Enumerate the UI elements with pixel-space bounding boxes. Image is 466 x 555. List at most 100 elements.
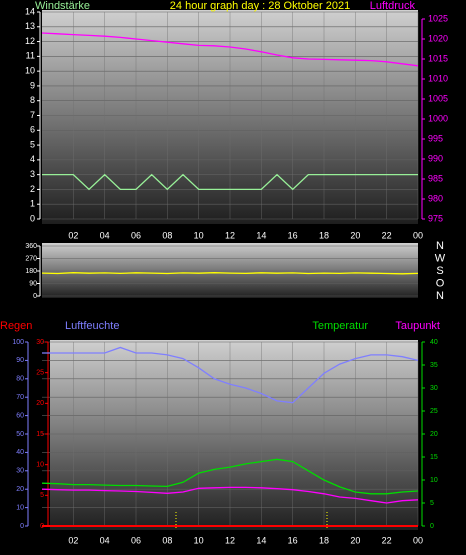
x-tick-label: 04 (100, 535, 110, 545)
y2-tick-label: 1025 (428, 13, 448, 23)
x-tick-label: 10 (194, 535, 204, 545)
series-line (42, 346, 419, 404)
x-tick-label: 00 (413, 230, 423, 240)
panel-background (42, 243, 418, 298)
y3-tick-label: 25 (36, 370, 44, 377)
x-tick-label: 04 (100, 230, 110, 240)
legend-entry: Temperatur (312, 320, 368, 332)
y-tick-label: 60 (16, 412, 24, 419)
y-tick-label: 14 (25, 6, 35, 16)
x-tick-label: 12 (225, 535, 235, 545)
x-tick-label: 18 (319, 535, 329, 545)
y2-tick-label: 5 (430, 500, 434, 507)
x-tick-label: 10 (194, 230, 204, 240)
y-tick-label: 3 (30, 169, 35, 179)
y-tick-label: 11 (26, 51, 35, 61)
y2-tick-label: 990 (428, 153, 443, 163)
y-tick-label: 10 (25, 66, 35, 76)
y2-tick-label: S (436, 265, 443, 277)
y-tick-label: 360 (25, 243, 37, 250)
x-tick-label: 14 (256, 230, 266, 240)
x-tick-label: 08 (162, 535, 172, 545)
y2-tick-label: 0 (430, 523, 434, 530)
y3-tick-label: 30 (36, 339, 44, 346)
y-tick-label: 90 (16, 357, 24, 364)
y-tick-label: 7 (30, 110, 35, 120)
y2-tick-label: 980 (428, 193, 443, 203)
series-line (41, 32, 419, 67)
y-tick-label: 8 (30, 95, 35, 105)
y2-tick-label: 1000 (428, 113, 448, 123)
y3-tick-label: 20 (36, 400, 44, 407)
y2-tick-label: 10 (430, 477, 438, 484)
legend-entry: Regen (0, 320, 32, 332)
x-tick-label: 20 (350, 230, 360, 240)
y-tick-label: 0 (33, 293, 37, 300)
series-line (41, 486, 419, 504)
y3-tick-label: 10 (36, 462, 44, 469)
y-tick-label: 6 (30, 125, 35, 135)
y-tick-label: 0 (30, 213, 35, 223)
y-tick-label: 13 (25, 21, 35, 31)
legend-entry: Luftdruck (370, 0, 416, 12)
y-tick-label: 80 (16, 376, 24, 383)
legend-entry: Windstärke (35, 0, 90, 12)
y2-tick-label: 15 (430, 454, 438, 461)
y-tick-label: 5 (30, 139, 35, 149)
y-tick-label: 9 (30, 80, 35, 90)
y2-tick-label: 30 (430, 385, 438, 392)
y-tick-label: 4 (30, 154, 35, 164)
y3-tick-label: 15 (36, 431, 44, 438)
y2-tick-label: 995 (428, 133, 443, 143)
series-line (41, 272, 419, 275)
y-tick-label: 40 (16, 449, 24, 456)
chart-title: 24 hour graph day : 28 Oktober 2021 (170, 0, 350, 12)
y2-tick-label: 1010 (428, 73, 448, 83)
y-tick-label: 30 (16, 468, 24, 475)
y-tick-label: 90 (29, 280, 37, 287)
y-tick-label: 0 (20, 523, 24, 530)
y-tick-label: 2 (30, 184, 35, 194)
x-tick-label: 02 (68, 230, 78, 240)
x-tick-label: 00 (413, 535, 423, 545)
y2-tick-label: 35 (430, 362, 438, 369)
y2-tick-label: 975 (428, 213, 443, 223)
y2-tick-label: 25 (430, 408, 438, 415)
y-tick-label: 20 (16, 486, 24, 493)
legend-entry: Luftfeuchte (65, 320, 119, 332)
y-tick-label: 10 (16, 504, 24, 511)
y-tick-label: 100 (12, 339, 24, 346)
series-line (42, 173, 418, 191)
y2-tick-label: N (436, 290, 444, 302)
x-tick-label: 06 (131, 230, 141, 240)
y2-tick-label: 1015 (428, 53, 448, 63)
y-tick-label: 50 (16, 431, 24, 438)
y-tick-label: 70 (16, 394, 24, 401)
x-tick-label: 22 (382, 230, 392, 240)
x-tick-label: 12 (225, 230, 235, 240)
x-tick-label: 02 (68, 535, 78, 545)
x-tick-label: 06 (131, 535, 141, 545)
y-tick-label: 270 (25, 255, 37, 262)
y2-tick-label: 1020 (428, 33, 448, 43)
y2-tick-label: 40 (430, 339, 438, 346)
y2-tick-label: 985 (428, 173, 443, 183)
y2-tick-label: N (436, 240, 444, 252)
x-tick-label: 22 (382, 535, 392, 545)
x-tick-label: 16 (288, 230, 298, 240)
x-tick-label: 20 (350, 535, 360, 545)
series-line (41, 458, 419, 495)
y-tick-label: 12 (25, 36, 35, 46)
x-tick-label: 08 (162, 230, 172, 240)
y-tick-label: 180 (25, 268, 37, 275)
panel-background (50, 340, 418, 530)
y-tick-label: 1 (30, 199, 35, 209)
y2-tick-label: 1005 (428, 93, 448, 103)
x-tick-label: 14 (256, 535, 266, 545)
x-tick-label: 18 (319, 230, 329, 240)
y2-tick-label: 20 (430, 431, 438, 438)
y3-tick-label: 5 (40, 492, 44, 499)
y2-tick-label: W (435, 252, 446, 264)
y2-tick-label: O (436, 277, 445, 289)
